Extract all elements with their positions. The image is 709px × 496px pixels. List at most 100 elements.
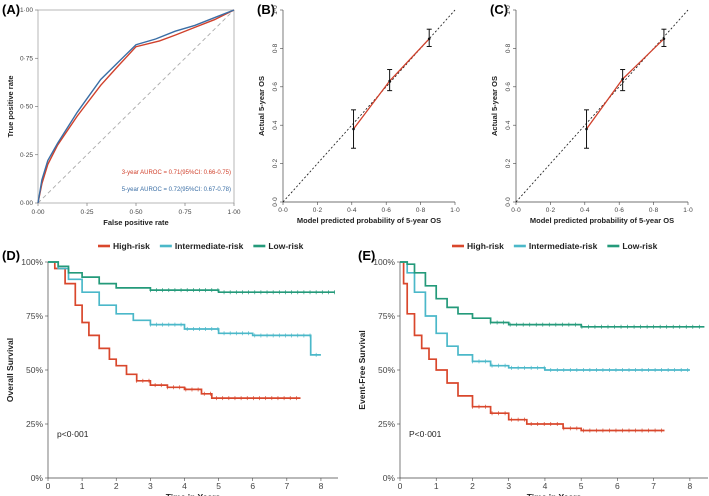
- km-curve-High-risk: [400, 261, 665, 432]
- x-tick-label: 0·2: [313, 207, 323, 214]
- x-tick-label: 1·0: [450, 207, 460, 214]
- y-tick-label: 50%: [378, 365, 395, 375]
- x-tick-label: 1·0: [683, 207, 693, 214]
- p-value: p<0·001: [57, 429, 89, 439]
- y-tick-label: 75%: [26, 311, 43, 321]
- x-tick-label: 3: [148, 481, 153, 491]
- y-tick-label: 0·2: [272, 159, 279, 169]
- auroc-annotation: 3-year AUROC = 0.71(95%CI: 0.66-0.75): [122, 170, 231, 176]
- x-axis-title: False positive rate: [103, 218, 168, 227]
- y-tick-label: 0·2: [505, 159, 512, 169]
- legend-label-Low-risk: Low-risk: [622, 241, 657, 251]
- x-tick-label: 7: [284, 481, 289, 491]
- ideal-diagonal: [282, 9, 456, 203]
- y-tick-label: 0%: [383, 473, 396, 483]
- x-tick-label: 0·8: [649, 207, 659, 214]
- y-tick-label: 0·25: [20, 152, 33, 159]
- km-curve-Low-risk: [400, 261, 705, 328]
- x-tick-label: 6: [615, 481, 620, 491]
- y-tick-label: 0%: [31, 473, 44, 483]
- calibration-point: [388, 79, 391, 83]
- roc-curve-3-year: [37, 9, 235, 204]
- legend-label-High-risk: High-risk: [113, 241, 150, 251]
- y-tick-label: 0·0: [272, 197, 279, 207]
- panel-label-a: (A): [2, 2, 20, 17]
- y-tick-label: 0·8: [505, 43, 512, 53]
- x-axis-title: Time in Years: [527, 492, 582, 496]
- ideal-diagonal: [515, 9, 689, 203]
- km-curve-Intermediate-risk: [400, 261, 690, 371]
- y-tick-label: 0·00: [20, 200, 33, 207]
- panel-label-d: (D): [2, 248, 20, 263]
- roc-curve-5-year: [37, 9, 235, 204]
- x-tick-label: 3: [506, 481, 511, 491]
- y-tick-label: 0·8: [272, 43, 279, 53]
- x-tick-label: 5: [579, 481, 584, 491]
- x-tick-label: 1: [434, 481, 439, 491]
- x-tick-label: 8: [319, 481, 324, 491]
- x-tick-label: 4: [182, 481, 187, 491]
- calibration-point: [427, 37, 431, 41]
- y-tick-label: 0·50: [20, 104, 33, 111]
- x-tick-label: 0·6: [614, 207, 624, 214]
- km-curve-High-risk: [48, 261, 301, 399]
- y-axis-title: Event-Free Survival: [357, 330, 367, 409]
- x-tick-label: 0: [46, 481, 51, 491]
- y-tick-label: 25%: [26, 419, 43, 429]
- x-tick-label: 0·6: [381, 207, 391, 214]
- legend-label-High-risk: High-risk: [467, 241, 504, 251]
- y-tick-label: 0·4: [272, 120, 279, 130]
- legend-label-Low-risk: Low-risk: [268, 241, 303, 251]
- x-tick-label: 5: [216, 481, 221, 491]
- y-tick-label: 1·0: [272, 5, 279, 15]
- auroc-annotation: 5-year AUROC = 0.72(95%CI: 0.67-0.78): [122, 187, 231, 193]
- calibration-point: [352, 127, 355, 131]
- x-tick-label: 7: [651, 481, 656, 491]
- p-value: P<0·001: [409, 429, 442, 439]
- y-tick-label: 100%: [373, 257, 395, 267]
- x-tick-label: 6: [250, 481, 255, 491]
- y-tick-label: 100%: [21, 257, 43, 267]
- calibration-line: [585, 38, 665, 130]
- x-axis-title: Time in Years: [166, 492, 221, 496]
- x-tick-label: 2: [470, 481, 475, 491]
- calibration-line: [352, 38, 430, 130]
- y-tick-label: 0·6: [505, 82, 512, 92]
- y-tick-label: 1·0: [505, 5, 512, 15]
- x-tick-label: 0·8: [416, 207, 426, 214]
- x-tick-label: 0·2: [546, 207, 556, 214]
- x-tick-label: 4: [543, 481, 548, 491]
- panel-label-e: (E): [358, 248, 375, 263]
- x-tick-label: 0·00: [31, 209, 44, 216]
- legend-label-Intermediate-risk: Intermediate-risk: [175, 241, 244, 251]
- x-tick-label: 0·0: [278, 207, 288, 214]
- legend-label-Intermediate-risk: Intermediate-risk: [529, 241, 598, 251]
- x-tick-label: 8: [688, 481, 693, 491]
- x-tick-label: 0·50: [129, 209, 142, 216]
- x-tick-label: 1: [80, 481, 85, 491]
- y-tick-label: 25%: [378, 419, 395, 429]
- panel-label-c: (C): [490, 2, 508, 17]
- reference-diagonal: [37, 9, 235, 204]
- x-tick-label: 0·0: [511, 207, 521, 214]
- km-curve-Low-risk: [48, 261, 335, 294]
- x-tick-label: 0·75: [178, 209, 191, 216]
- y-tick-label: 1·00: [20, 7, 33, 14]
- calibration-point: [585, 127, 588, 131]
- y-tick-label: 0·6: [272, 82, 279, 92]
- x-tick-label: 0: [398, 481, 403, 491]
- y-tick-label: 0·4: [505, 120, 512, 130]
- x-tick-label: 0·4: [580, 207, 590, 214]
- km-curve-Intermediate-risk: [48, 261, 321, 356]
- y-axis-title: Actual 5-year OS: [257, 76, 266, 136]
- x-tick-label: 1·00: [227, 209, 240, 216]
- y-axis-title: Actual 5-year OS: [490, 76, 499, 136]
- x-axis-title: Model predicted probability of 5-year OS: [530, 216, 674, 225]
- x-tick-label: 0·25: [80, 209, 93, 216]
- y-axis-title: Overall Survival: [5, 338, 15, 402]
- y-axis-title: True positive rate: [6, 75, 15, 137]
- y-tick-label: 0·0: [505, 197, 512, 207]
- x-tick-label: 0·4: [347, 207, 357, 214]
- panel-label-b: (B): [257, 2, 275, 17]
